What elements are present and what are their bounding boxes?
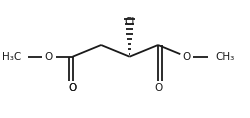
- Text: O: O: [154, 83, 162, 93]
- Text: O: O: [182, 52, 190, 62]
- Text: CH₃: CH₃: [215, 52, 234, 62]
- Text: O: O: [45, 52, 53, 62]
- Text: Cl: Cl: [124, 17, 135, 27]
- Text: O: O: [68, 83, 77, 93]
- Text: H₃C: H₃C: [2, 52, 22, 62]
- Text: O: O: [68, 83, 77, 93]
